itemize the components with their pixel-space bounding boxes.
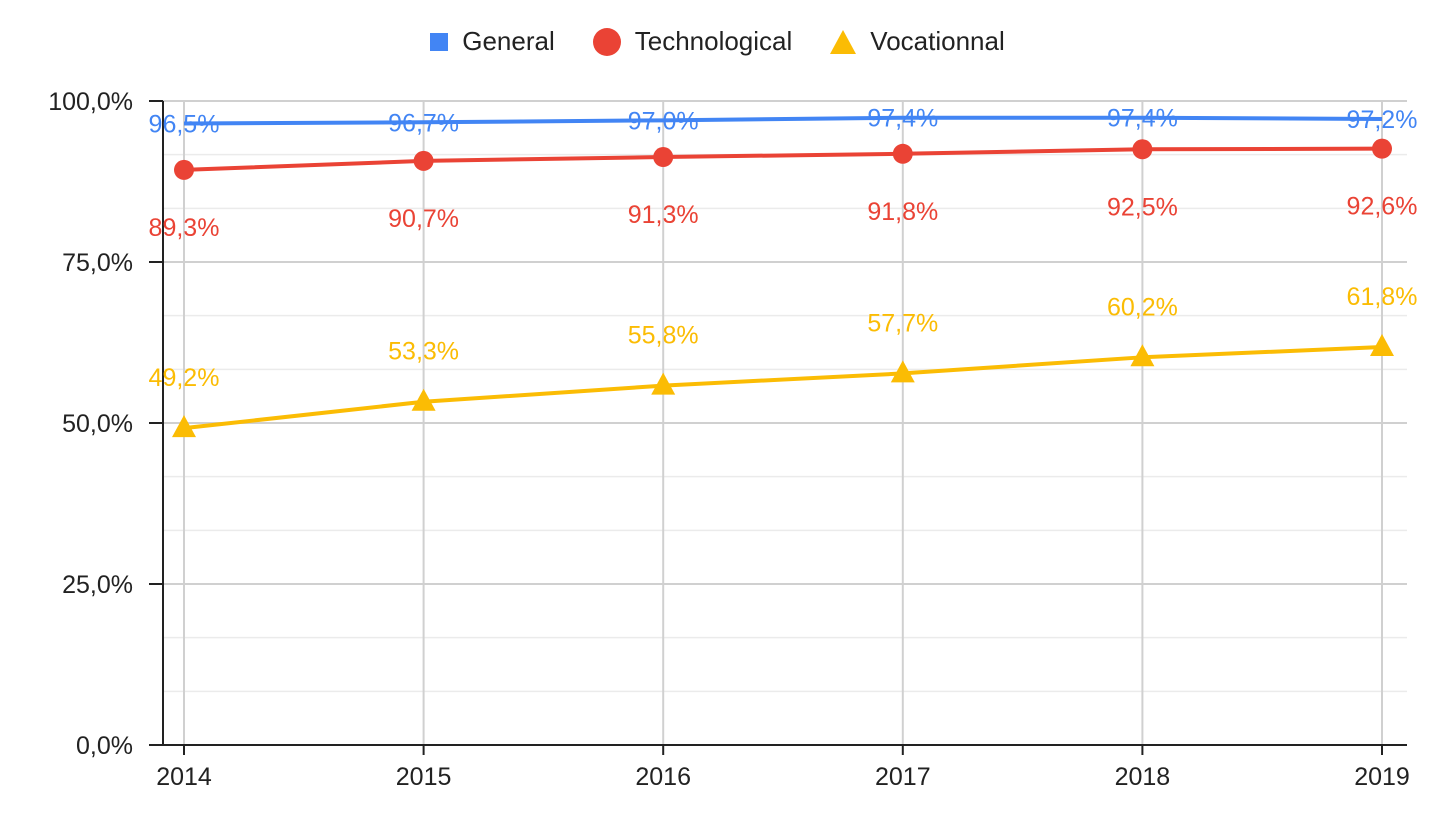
series-line-vocationnal (183, 345, 1383, 431)
data-label: 92,6% (1347, 193, 1418, 221)
data-label: 96,7% (388, 109, 459, 137)
x-tick-label: 2018 (1115, 763, 1171, 791)
data-label: 89,3% (149, 214, 220, 242)
data-point (1130, 344, 1155, 367)
data-label: 97,0% (628, 107, 699, 135)
y-tick-label: 0,0% (76, 732, 133, 760)
data-label: 91,8% (867, 198, 938, 226)
data-point (174, 159, 194, 180)
legend-item-general: General (430, 26, 555, 57)
legend-marker-square (430, 32, 449, 51)
legend-label: Vocationnal (870, 26, 1005, 56)
legend-item-vocationnal: Vocationnal (830, 26, 1005, 57)
data-label: 60,2% (1107, 293, 1178, 321)
data-label: 97,2% (1347, 106, 1418, 134)
y-tick-label: 75,0% (62, 249, 133, 277)
x-tick-label: 2016 (635, 763, 691, 791)
data-point (890, 360, 915, 383)
data-point (411, 388, 436, 411)
y-tick-label: 100,0% (48, 88, 133, 116)
data-point (1132, 139, 1153, 160)
data-label: 49,2% (149, 364, 220, 392)
x-tick-label: 2017 (875, 763, 931, 791)
data-label: 96,5% (149, 111, 220, 139)
series-line-technological (183, 146, 1383, 172)
data-point (172, 415, 196, 438)
data-label: 53,3% (388, 338, 459, 366)
data-point (1372, 138, 1392, 159)
data-point (1370, 334, 1394, 357)
data-point (413, 150, 434, 171)
y-tick-label: 25,0% (62, 571, 133, 599)
data-point (653, 147, 674, 168)
y-tick-label: 50,0% (62, 410, 133, 438)
series-line-general (183, 115, 1383, 126)
legend-marker-triangle (830, 29, 857, 54)
legend-item-technological: Technological (592, 26, 793, 57)
data-label: 57,7% (867, 309, 938, 337)
data-label: 55,8% (628, 322, 699, 350)
data-label: 92,5% (1107, 193, 1178, 221)
legend-label: Technological (634, 26, 793, 56)
data-point (651, 372, 676, 395)
x-tick-label: 2019 (1354, 763, 1410, 791)
chart-legend: General Technological Vocationnal (0, 26, 1435, 57)
data-point (892, 143, 913, 164)
data-label: 90,7% (388, 205, 459, 233)
data-label: 97,4% (867, 105, 938, 133)
data-label: 61,8% (1347, 283, 1418, 311)
data-label: 91,3% (628, 201, 699, 229)
legend-label: General (462, 26, 555, 56)
legend-marker-circle (592, 27, 621, 56)
data-label: 97,4% (1107, 105, 1178, 133)
x-tick-label: 2014 (156, 763, 212, 791)
x-tick-label: 2015 (396, 763, 452, 791)
